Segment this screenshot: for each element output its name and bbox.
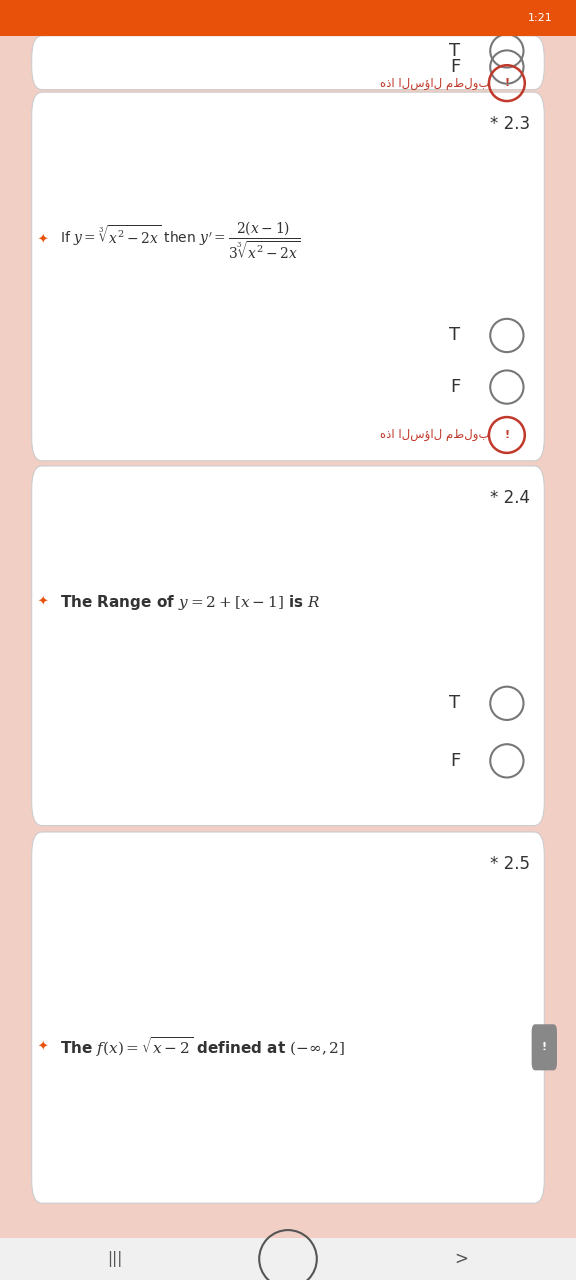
Text: F: F xyxy=(450,378,460,396)
Text: ✦: ✦ xyxy=(38,1041,48,1053)
Text: T: T xyxy=(449,42,461,60)
Text: * 2.3: * 2.3 xyxy=(490,115,530,133)
Text: ✦: ✦ xyxy=(38,596,48,609)
FancyBboxPatch shape xyxy=(32,36,544,90)
Text: F: F xyxy=(450,58,460,76)
Text: * 2.5: * 2.5 xyxy=(490,855,530,873)
FancyBboxPatch shape xyxy=(32,832,544,1203)
Text: The $f(x) = \sqrt{x - 2}$ defined at $(-\infty, 2]$: The $f(x) = \sqrt{x - 2}$ defined at $(-… xyxy=(60,1036,346,1060)
Text: !: ! xyxy=(542,1042,547,1052)
Text: >: > xyxy=(454,1249,468,1268)
Text: * 2.4: * 2.4 xyxy=(490,489,530,507)
FancyBboxPatch shape xyxy=(32,466,544,826)
FancyBboxPatch shape xyxy=(532,1024,557,1070)
Text: The Range of $y = 2 + [x - 1]$ is $R$: The Range of $y = 2 + [x - 1]$ is $R$ xyxy=(60,593,321,612)
Text: !: ! xyxy=(505,430,509,440)
Text: T: T xyxy=(449,326,461,344)
Bar xyxy=(0,1238,576,1280)
Text: !: ! xyxy=(505,78,509,88)
FancyBboxPatch shape xyxy=(32,92,544,461)
Text: هذا السؤال مطلوب: هذا السؤال مطلوب xyxy=(380,429,490,442)
Text: |||: ||| xyxy=(108,1251,123,1267)
Text: هذا السؤال مطلوب: هذا السؤال مطلوب xyxy=(380,77,490,90)
Text: ✦: ✦ xyxy=(38,233,48,246)
Text: If $y = \sqrt[3]{x^2 - 2x}$ then $y^{\prime} = \dfrac{2(x-1)}{3\sqrt[3]{x^2-2x}}: If $y = \sqrt[3]{x^2 - 2x}$ then $y^{\pr… xyxy=(60,219,301,261)
Text: F: F xyxy=(450,751,460,769)
Bar xyxy=(0,0,576,36)
Text: T: T xyxy=(449,694,461,712)
Text: 1:21: 1:21 xyxy=(528,13,553,23)
